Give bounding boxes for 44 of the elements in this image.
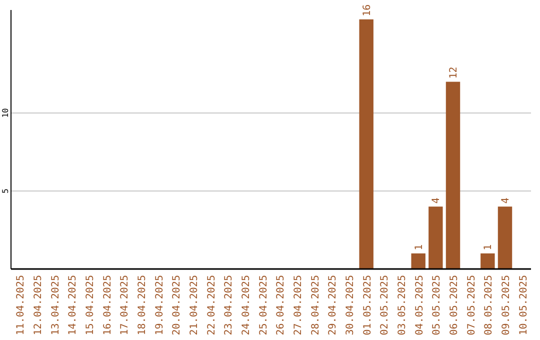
x-tick-label: 01.05.2025 (362, 275, 374, 336)
bar (359, 19, 374, 269)
x-tick-label: 21.04.2025 (189, 275, 200, 336)
data-label: 4 (431, 198, 442, 204)
x-tick-label: 17.04.2025 (120, 275, 131, 336)
x-tick-label: 27.04.2025 (293, 275, 304, 336)
bar (428, 206, 443, 269)
x-tick-label: 15.04.2025 (85, 275, 96, 336)
x-tick-label: 08.05.2025 (484, 275, 495, 336)
data-label: 4 (500, 198, 512, 204)
x-tick-label: 12.04.2025 (33, 275, 44, 336)
x-tick-label: 09.05.2025 (501, 275, 512, 336)
y-tick-label: 10 (1, 108, 10, 118)
x-tick-label: 10.05.2025 (518, 275, 530, 336)
bar (498, 206, 512, 269)
y-tick-label: 5 (1, 188, 10, 194)
x-tick-label: 19.04.2025 (154, 275, 166, 336)
x-tick-label: 02.05.2025 (380, 275, 391, 336)
x-tick-label: 23.04.2025 (224, 275, 235, 336)
x-tick-label: 24.04.2025 (241, 275, 252, 336)
bar (411, 253, 426, 269)
x-tick-label: 26.04.2025 (276, 275, 287, 336)
x-tick-label: 30.04.2025 (345, 275, 356, 336)
data-label: 16 (362, 4, 373, 16)
x-tick-label: 07.05.2025 (466, 275, 478, 336)
x-tick-label: 22.04.2025 (206, 275, 218, 336)
x-tick-label: 05.05.2025 (432, 275, 443, 336)
x-tick-label: 13.04.2025 (50, 275, 62, 336)
x-tick-label: 20.04.2025 (172, 275, 183, 336)
data-label: 1 (483, 244, 494, 250)
bar (446, 82, 460, 269)
x-tick-label: 25.04.2025 (258, 275, 270, 336)
x-tick-label: 03.05.2025 (397, 275, 408, 336)
x-tick-label: 16.04.2025 (102, 275, 114, 336)
x-tick-label: 11.04.2025 (16, 275, 27, 336)
x-tick-label: 28.04.2025 (310, 275, 322, 336)
x-tick-label: 18.04.2025 (137, 275, 148, 336)
x-tick-label: 29.04.2025 (328, 275, 339, 336)
data-label: 12 (448, 66, 460, 79)
x-tick-label: 04.05.2025 (414, 275, 426, 336)
x-tick-label: 14.04.2025 (68, 275, 79, 336)
data-label: 1 (414, 244, 425, 250)
x-tick-label: 06.05.2025 (449, 275, 460, 336)
bar (480, 253, 495, 269)
